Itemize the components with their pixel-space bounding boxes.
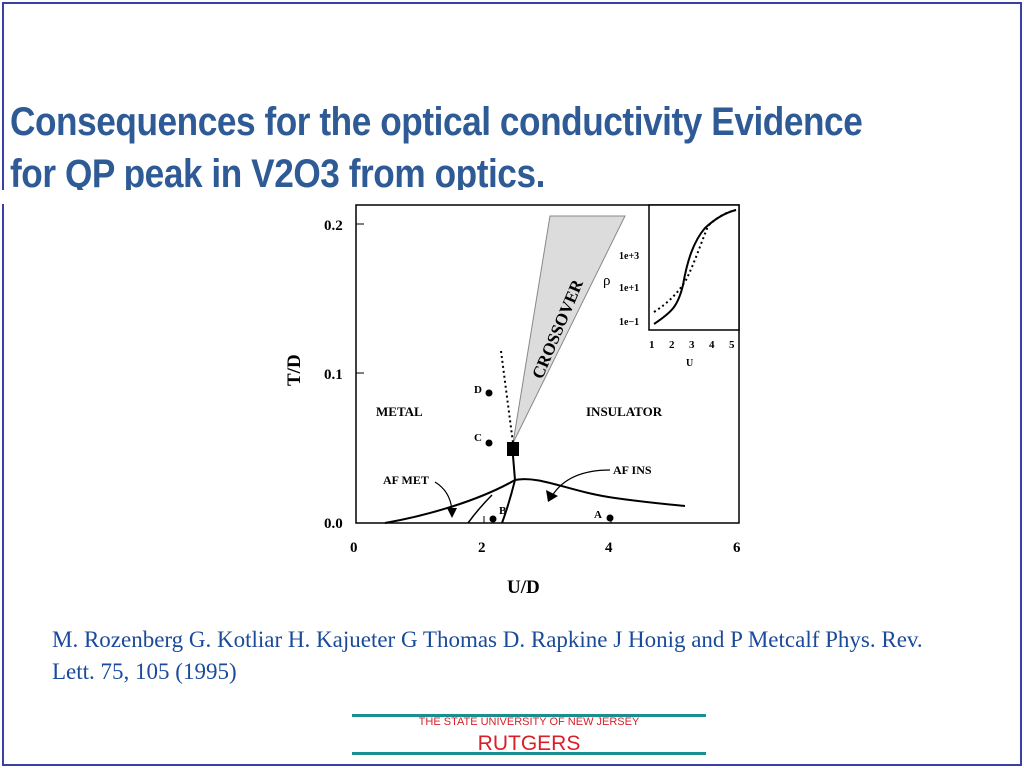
footer-university: THE STATE UNIVERSITY OF NEW JERSEY	[418, 716, 640, 728]
point-a-label: A	[594, 509, 602, 521]
footer-rule-bottom	[352, 752, 706, 755]
af-ins-arrowhead	[546, 490, 558, 502]
inset-x-label: U	[686, 358, 693, 369]
inset-frame	[648, 204, 740, 331]
point-d	[485, 389, 493, 397]
point-d-label: D	[474, 384, 482, 396]
inset-x-tick: 5	[729, 339, 735, 351]
plot-frame	[355, 204, 740, 524]
footer-rutgers: RUTGERS	[477, 732, 581, 755]
inset-y-tick: 1e+1	[619, 283, 639, 294]
inset-x-tick: 3	[689, 339, 695, 351]
crossover-region	[512, 215, 626, 444]
inset-dotted-curve	[653, 209, 737, 313]
inset-x-tick: 2	[669, 339, 675, 351]
phase-diagram: CROSSOVER METAL INSULATOR AF MET AF INS …	[284, 204, 741, 598]
inset-y-tick: 1e+3	[619, 251, 639, 262]
inset-x-tick: 4	[709, 339, 715, 351]
point-a	[606, 514, 614, 522]
x-tick-label: 2	[478, 540, 486, 556]
critical-point	[507, 442, 519, 456]
dotted-transition-line	[500, 350, 514, 444]
title-mask	[0, 190, 1000, 204]
af-ins-arrow	[551, 469, 611, 497]
af-lower-branch	[467, 494, 493, 524]
y-tick-label: 0.1	[324, 367, 343, 383]
af-met-label: AF MET	[383, 473, 429, 487]
footer-rule-top	[352, 714, 706, 717]
x-axis-title: U/D	[507, 577, 540, 598]
slide-title: Consequences for the optical conductivit…	[10, 100, 863, 196]
y-tick-label: 0.0	[324, 516, 343, 532]
point-c-label: C	[474, 432, 482, 444]
af-ins-branch	[501, 479, 516, 524]
point-b-label: B	[499, 505, 507, 517]
inset-y-tick: 1e−1	[619, 317, 639, 328]
inset-x-tick: 1	[649, 339, 655, 351]
x-tick-label: 6	[733, 540, 741, 556]
inset-y-symbol: ρ	[603, 273, 611, 289]
citation-text: M. Rozenberg G. Kotliar H. Kajueter G Th…	[52, 627, 923, 684]
x-tick-label: 4	[605, 540, 613, 556]
insulator-label: INSULATOR	[586, 404, 663, 419]
y-tick-label: 0.2	[324, 218, 343, 234]
point-c	[485, 439, 493, 447]
point-b	[489, 515, 497, 523]
critical-line	[512, 455, 516, 481]
x-tick-label: 0	[350, 540, 358, 556]
af-met-arrowhead	[447, 508, 457, 518]
af-boundary-curve	[384, 478, 686, 524]
metal-label: METAL	[376, 404, 423, 419]
y-axis-title: T/D	[284, 354, 305, 386]
af-ins-label: AF INS	[613, 463, 652, 477]
